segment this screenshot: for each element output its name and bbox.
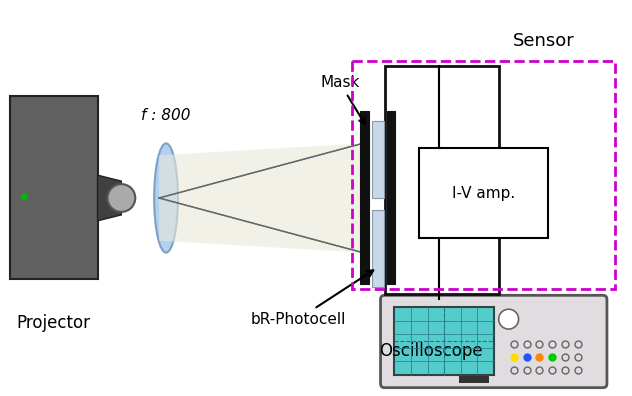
- Bar: [352, 61, 615, 289]
- Circle shape: [499, 309, 519, 329]
- Bar: [394, 307, 494, 375]
- Ellipse shape: [154, 143, 178, 253]
- Text: Oscilloscope: Oscilloscope: [380, 342, 483, 360]
- Bar: [10, 96, 97, 280]
- Text: f : 800: f : 800: [142, 108, 191, 123]
- FancyBboxPatch shape: [380, 295, 607, 388]
- Bar: [360, 110, 368, 284]
- Bar: [459, 375, 489, 383]
- Text: Sensor: Sensor: [513, 32, 574, 50]
- Bar: [419, 148, 549, 238]
- Text: Projector: Projector: [17, 314, 91, 332]
- Polygon shape: [97, 175, 121, 221]
- Text: Mask: Mask: [320, 75, 365, 124]
- Bar: [387, 110, 396, 284]
- Circle shape: [107, 184, 135, 212]
- Text: bR-Photocell: bR-Photocell: [250, 270, 374, 327]
- Bar: [372, 120, 384, 198]
- Bar: [372, 210, 384, 287]
- Polygon shape: [159, 143, 363, 253]
- Bar: [384, 66, 499, 294]
- Text: I-V amp.: I-V amp.: [452, 186, 516, 200]
